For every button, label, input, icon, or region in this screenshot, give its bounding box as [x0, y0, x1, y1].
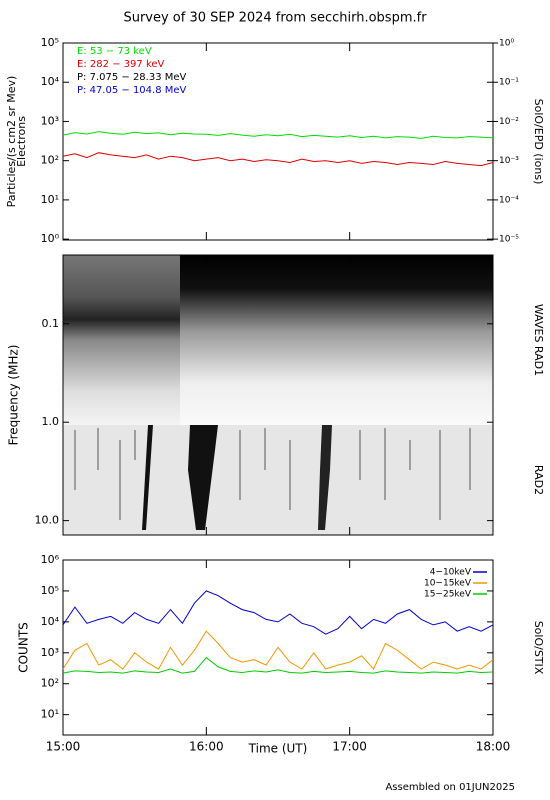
y2-axis-label: SolO/EPD (ions)	[532, 99, 545, 185]
instrument-label: RAD2	[532, 465, 545, 495]
x-tick-label: 16:00	[189, 740, 224, 754]
y-tick-label: 10¹	[41, 708, 59, 721]
y-tick-label: 0.1	[42, 317, 60, 330]
legend-entry: P: 47.05 − 104.8 MeV	[77, 85, 187, 96]
instrument-label: WAVES RAD1	[532, 304, 545, 376]
y-axis-label: Electrons	[15, 116, 28, 167]
chart-title: Survey of 30 SEP 2024 from secchirh.obsp…	[123, 11, 427, 26]
y-tick-label: 10⁵	[41, 36, 59, 49]
y2-tick-label: 10⁰	[499, 39, 514, 49]
data-line	[62, 656, 494, 674]
y-tick-label: 10⁰	[41, 232, 60, 245]
x-tick-label: 15:00	[46, 740, 81, 754]
y-axis-label: Particles/(s cm2 sr Mev)	[5, 76, 18, 208]
y-tick-label: 10⁵	[41, 584, 59, 597]
legend-entry: 10−15keV	[424, 579, 472, 589]
spectrogram-image	[63, 255, 493, 535]
footer: Assembled on 01JUN2025	[385, 782, 515, 793]
legend-entry: E: 53 − 73 keV	[77, 46, 152, 57]
y-axis-label: COUNTS	[17, 622, 31, 673]
y2-tick-label: 10⁻⁵	[499, 235, 519, 245]
legend-entry: 15−25keV	[424, 590, 472, 600]
x-axis-label: Time (UT)	[248, 742, 308, 756]
y-tick-label: 10³	[41, 114, 59, 127]
y-tick-label: 10²	[41, 154, 59, 167]
x-tick-label: 18:00	[476, 740, 511, 754]
y2-tick-label: 10⁻⁴	[499, 195, 519, 205]
plot-frame	[62, 559, 494, 736]
y-tick-label: 10⁴	[41, 615, 60, 628]
y-tick-label: 1.0	[42, 415, 60, 428]
y2-tick-label: 10⁻¹	[499, 78, 519, 88]
data-line	[62, 590, 494, 635]
y2-tick-label: 10⁻³	[499, 156, 519, 166]
legend-entry: 4−10keV	[430, 568, 472, 578]
plot-frame	[62, 254, 494, 536]
data-line	[62, 131, 494, 139]
y-axis-label: Frequency (MHz)	[7, 345, 21, 446]
y-tick-label: 10¹	[41, 193, 59, 206]
y-tick-label: 10⁶	[41, 553, 60, 566]
legend-entry: P: 7.075 − 28.33 MeV	[77, 72, 187, 83]
data-line	[62, 630, 494, 670]
data-line	[62, 152, 494, 167]
y-tick-label: 10³	[41, 646, 59, 659]
y2-tick-label: 10⁻²	[499, 117, 519, 127]
y-tick-label: 10²	[41, 677, 59, 690]
x-tick-label: 17:00	[332, 740, 367, 754]
plot-frame	[62, 42, 494, 241]
y-tick-label: 10⁴	[41, 75, 60, 88]
y-tick-label: 10.0	[35, 514, 60, 527]
y2-axis-label: SolO/STIX	[532, 621, 545, 675]
legend-entry: E: 282 − 397 keV	[77, 59, 165, 70]
